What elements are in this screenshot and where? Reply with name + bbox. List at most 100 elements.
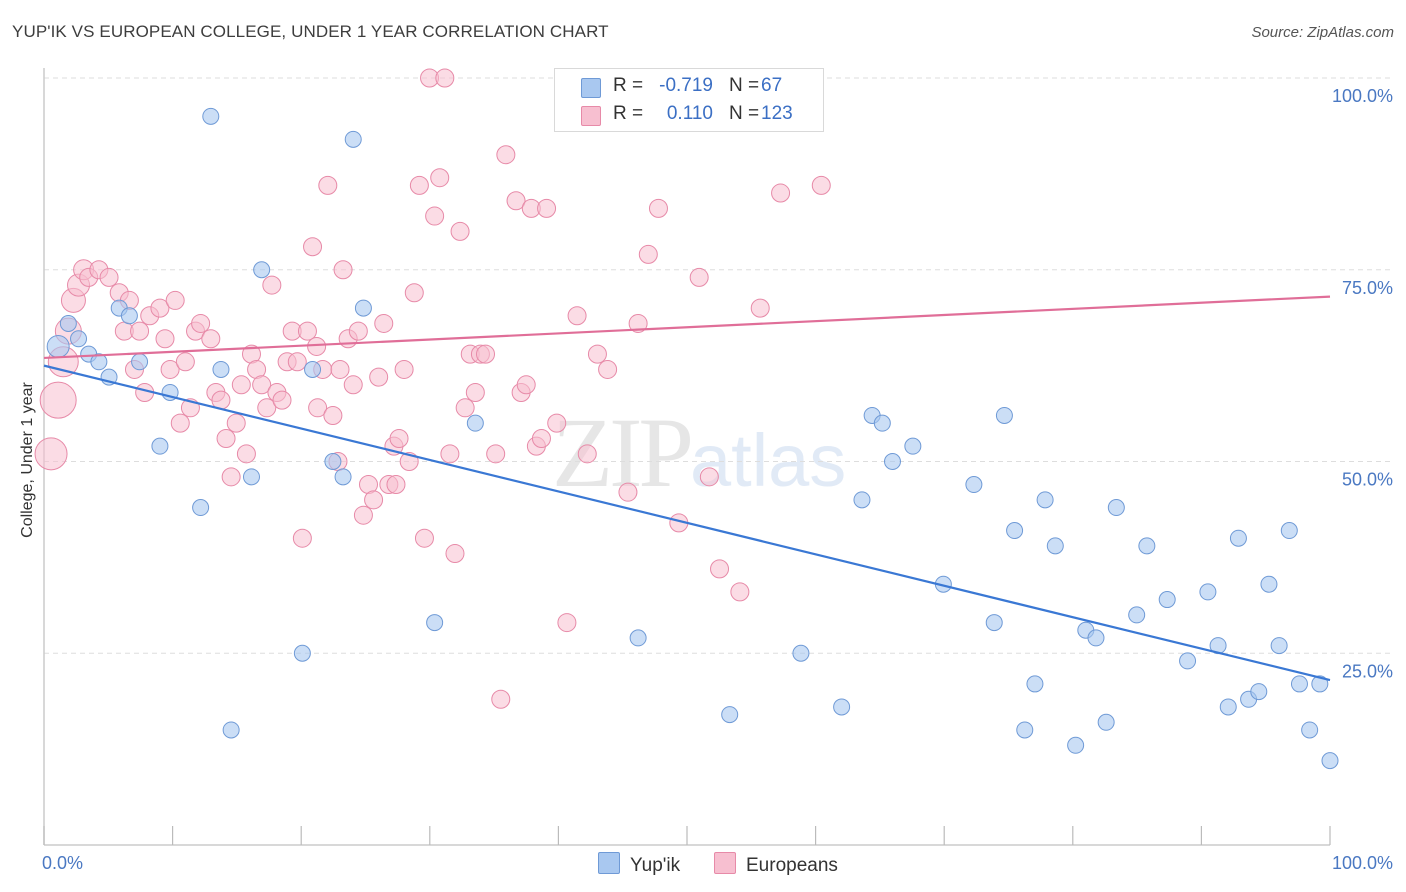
legend-row-europeans: R = 0.110 N = 123 [555,101,823,129]
legend-n-label: N = [729,75,760,96]
yupik-point [324,453,342,470]
europeans-point [308,398,328,418]
europeans-point [567,306,587,326]
y-tick-label: 25.0% [1342,661,1393,681]
y-tick-label: 50.0% [1342,470,1393,490]
bottom-legend-yupik: Yup'ik [598,852,680,877]
yupik-point [1290,675,1308,693]
europeans-legend-swatch [714,852,736,874]
europeans-point [175,352,195,372]
europeans-point [216,428,236,448]
y-tick-label: 75.0% [1342,278,1393,298]
yupik-point [293,644,311,662]
europeans-point [771,183,791,203]
yupik-legend-label: Yup'ik [630,855,681,876]
yupik-point [1067,736,1085,754]
yupik-point [59,314,77,332]
x-tick-label: 100.0% [1332,853,1393,873]
europeans-trend-line [43,295,1331,360]
europeans-point [262,275,282,295]
europeans-point [440,444,460,464]
legend-r-value: 0.110 [666,103,713,124]
yupik-point [1026,675,1044,693]
europeans-point [330,359,350,379]
yupik-point [222,721,240,739]
europeans-point [465,382,485,402]
europeans-point [272,390,292,410]
europeans-points [34,68,831,709]
yupik-point [1107,499,1125,517]
europeans-point [430,168,450,188]
yupik-point [853,491,871,509]
europeans-point [476,344,496,364]
europeans-point [318,175,338,195]
europeans-point [618,482,638,502]
europeans-point [455,398,475,418]
europeans-point [516,375,536,395]
europeans-point [648,198,668,218]
legend-n-label: N = [729,103,760,124]
europeans-point [343,375,363,395]
europeans-point [730,582,750,602]
yupik-point [1128,606,1146,624]
europeans-point [435,68,455,88]
yupik-point [1311,675,1329,693]
europeans-point [491,689,511,709]
europeans-point [699,467,719,487]
europeans-point [39,381,77,419]
yupik-point [995,406,1013,424]
europeans-point [364,490,384,510]
yupik-point [1179,652,1197,670]
yupik-point [965,476,983,494]
europeans-point [170,413,190,433]
yupik-point [1097,713,1115,731]
europeans-point [450,221,470,241]
yupik-point [1158,591,1176,609]
yupik-point [426,614,444,632]
yupik-point [354,299,372,317]
europeans-point [531,428,551,448]
chart-title: YUP'IK VS EUROPEAN COLLEGE, UNDER 1 YEAR… [12,22,609,41]
europeans-point [389,428,409,448]
yupik-point [334,468,352,486]
europeans-point [710,559,730,579]
europeans-point [333,260,353,280]
y-tick-label: 100.0% [1332,86,1393,106]
yupik-point [151,437,169,455]
yupik-point [1199,583,1217,601]
europeans-legend-label: Europeans [746,855,838,876]
europeans-point [394,359,414,379]
europeans-point [297,321,317,341]
europeans-point [386,475,406,495]
europeans-point [598,359,618,379]
yupik-point [304,360,322,378]
yupik-point [833,698,851,716]
yupik-swatch [581,78,601,98]
europeans-point [557,613,577,633]
legend-r-value: -0.719 [659,75,713,96]
legend: R = -0.719 N = 67 R = 0.110 N = 123 [554,68,824,132]
europeans-point [292,528,312,548]
europeans-point [577,444,597,464]
yupik-point [1036,491,1054,509]
watermark-atlas: atlas [690,419,847,502]
yupik-point [1219,698,1237,716]
trend-lines [43,295,1331,682]
europeans-point [425,206,445,226]
yupik-point [242,468,260,486]
yupik-point [131,353,149,371]
yupik-point [792,644,810,662]
europeans-point [201,329,221,349]
yupik-point [873,414,891,432]
europeans-point [353,505,373,525]
europeans-point [496,145,516,165]
legend-row-yupik: R = -0.719 N = 67 [555,73,823,101]
legend-n-value: 67 [761,75,783,96]
yupik-point [1087,629,1105,647]
yupik-point [212,360,230,378]
yupik-point [344,130,362,148]
yupik-point [904,437,922,455]
europeans-point [236,444,256,464]
europeans-point [638,244,658,264]
yupik-point [1016,721,1034,739]
